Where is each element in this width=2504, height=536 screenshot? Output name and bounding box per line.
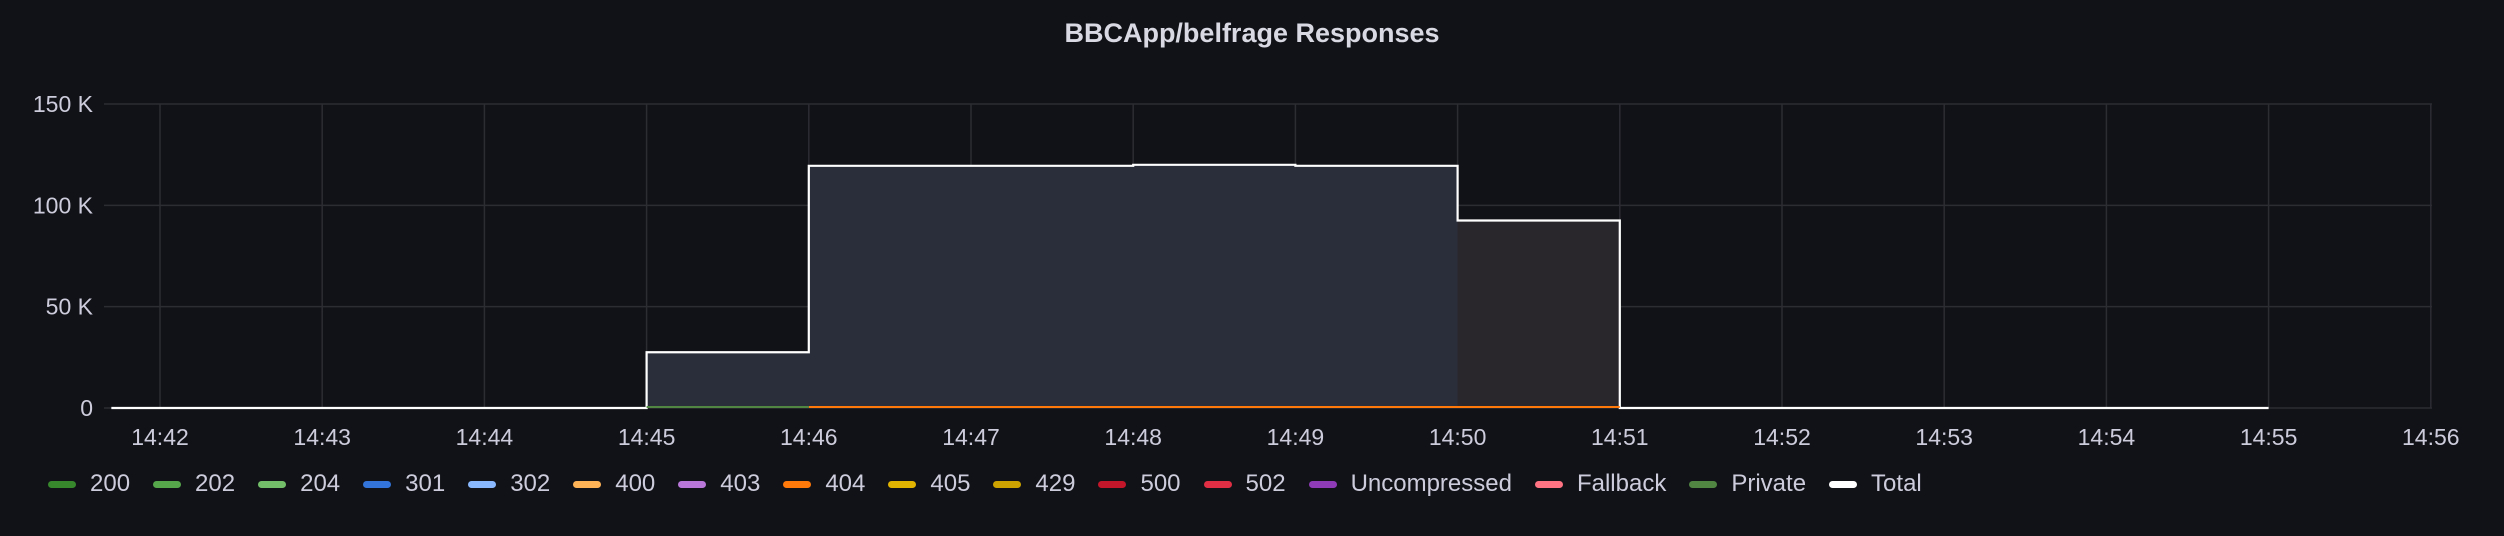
total-data-point[interactable] [480,404,488,412]
legend-item[interactable]: 403 [678,470,760,498]
total-data-point[interactable] [1778,404,1786,412]
legend-label: 404 [825,470,866,497]
total-data-point[interactable] [1940,404,1948,412]
total-data-point[interactable] [643,348,651,356]
legend-label: Total [1871,470,1922,497]
x-tick-label: 14:43 [293,424,351,450]
x-tick-label: 14:42 [131,424,189,450]
y-tick-label: 0 [80,395,93,421]
x-tick-label: 14:51 [1591,424,1649,450]
total-data-point[interactable] [318,404,326,412]
total-data-point[interactable] [1291,162,1299,170]
legend-swatch [363,480,392,488]
legend-swatch [153,480,182,488]
legend-swatch [1308,480,1337,488]
x-tick-label: 14:48 [1104,424,1162,450]
total-area-segment [1457,220,1620,408]
x-tick-label: 14:55 [2240,424,2298,450]
panel-title[interactable]: BBCApp/belfrage Responses [1064,18,1440,48]
legend-swatch [1829,480,1858,488]
legend-swatch [48,480,76,488]
legend-label: Private [1731,470,1807,497]
total-data-point[interactable] [2102,404,2110,412]
legend-item[interactable]: 202 [153,470,235,498]
legend-swatch [1098,480,1127,488]
legend-item[interactable]: Fallback [1534,470,1667,498]
x-tick-label: 14:56 [2402,424,2460,450]
total-area-segment [1133,164,1296,408]
x-tick-label: 14:47 [942,424,1000,450]
legend-swatch [573,480,602,488]
legend-swatch [1203,480,1232,488]
legend-label: 429 [1035,470,1076,497]
legend-label: Uncompressed [1350,470,1512,497]
legend-swatch [1534,480,1563,488]
legend-swatch [888,480,917,488]
legend-item[interactable]: 400 [573,470,655,498]
total-area-segment [808,165,971,408]
legend-item[interactable]: 500 [1098,470,1181,498]
total-data-point[interactable] [156,404,164,412]
legend-swatch [993,480,1022,488]
legend-label: 301 [405,470,446,497]
legend-item[interactable]: 301 [363,470,445,498]
legend-item[interactable]: 429 [993,470,1075,498]
legend-item[interactable]: 204 [258,470,340,498]
total-data-point[interactable] [2265,404,2273,412]
legend-swatch [258,480,287,488]
total-data-point[interactable] [1454,217,1462,225]
x-tick-label: 14:45 [618,424,676,450]
legend-item[interactable]: 404 [783,470,865,498]
legend-label: 200 [90,470,131,497]
y-tick-label: 50 K [46,294,94,320]
total-data-point[interactable] [1129,161,1137,169]
legend-label: Fallback [1576,470,1667,497]
x-tick-label: 14:52 [1753,424,1811,450]
legend-label: 202 [195,470,236,497]
legend-label: 403 [720,470,761,497]
legend-item[interactable]: Uncompressed [1308,470,1512,498]
total-data-point[interactable] [967,162,975,170]
total-data-point[interactable] [805,162,813,170]
y-tick-label: 100 K [33,192,94,218]
legend-item[interactable]: Private [1689,470,1806,498]
x-tick-label: 14:46 [780,424,838,450]
legend-label: 500 [1140,470,1181,497]
legend-label: 302 [510,470,551,497]
legend-label: 405 [930,470,971,497]
chart-plot[interactable]: 0 50 K 100 K 150 K 14:42 14:43 14:44 14:45 14:46… [0,0,2504,460]
legend-swatch [1689,480,1718,488]
legend-swatch [678,480,707,488]
legend-swatch [468,480,497,488]
x-tick-label: 14:44 [456,424,514,450]
legend-item[interactable]: 405 [888,470,970,498]
chart-legend: 200 202 204 301 302 400 403 404 405 429 500 502 Unco… [48,466,1945,502]
legend-item[interactable]: 302 [468,470,550,498]
x-tick-label: 14:53 [1915,424,1973,450]
legend-item[interactable]: Total [1829,470,1922,498]
total-area-segment [1295,165,1458,408]
legend-label: 400 [615,470,656,497]
total-area-segment [646,352,809,408]
legend-label: 502 [1245,470,1286,497]
legend-item[interactable]: 502 [1203,470,1286,498]
legend-label: 204 [300,470,341,497]
x-tick-label: 14:54 [2078,424,2136,450]
x-tick-label: 14:50 [1429,424,1487,450]
legend-swatch [783,480,812,488]
legend-item[interactable]: 200 [48,470,130,498]
y-tick-label: 150 K [33,91,94,117]
total-series-line[interactable] [111,163,2269,410]
total-area-segment [971,165,1134,408]
x-tick-label: 14:49 [1267,424,1325,450]
